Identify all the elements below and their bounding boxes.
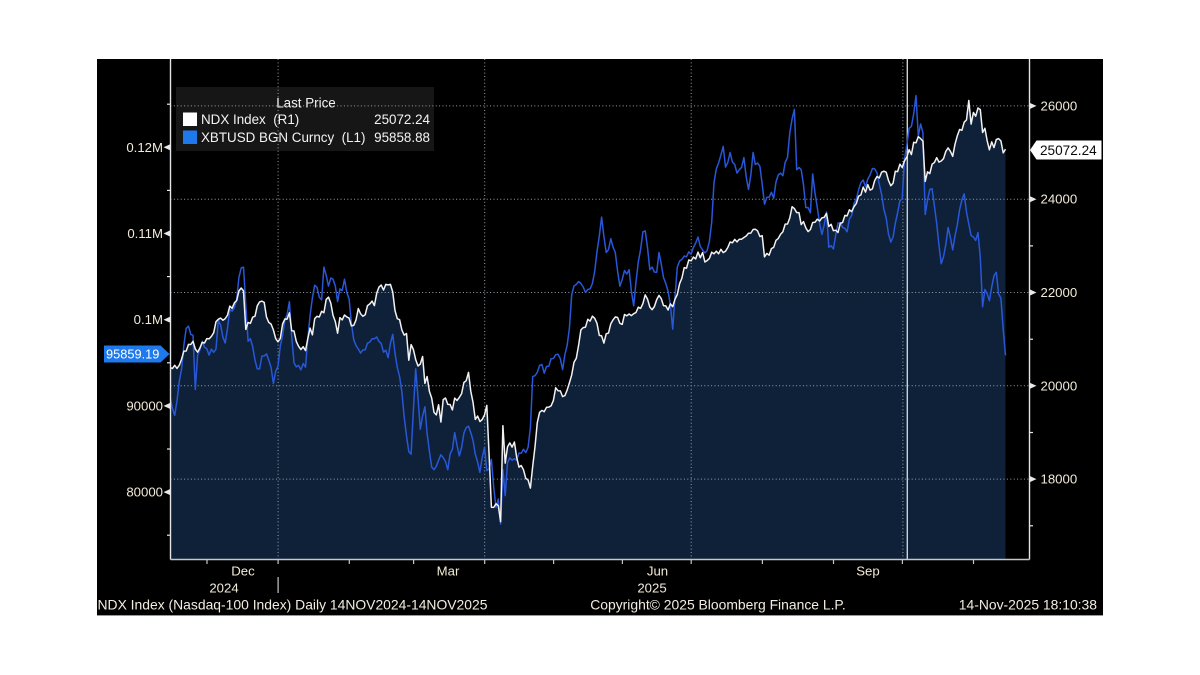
svg-text:2024: 2024 [209, 581, 238, 596]
svg-text:80000: 80000 [126, 485, 163, 500]
svg-text:Copyright© 2025 Bloomberg Fina: Copyright© 2025 Bloomberg Finance L.P. [590, 597, 846, 613]
svg-text:XBTUSD BGN Curncy (L1): XBTUSD BGN Curncy (L1) [201, 130, 365, 145]
svg-text:0.12M: 0.12M [126, 140, 163, 155]
svg-text:2025: 2025 [637, 581, 666, 596]
svg-text:Jun: Jun [647, 564, 668, 579]
svg-text:Last Price: Last Price [276, 96, 336, 111]
svg-text:25072.24: 25072.24 [1040, 143, 1097, 158]
svg-text:0.11M: 0.11M [127, 226, 163, 241]
svg-text:22000: 22000 [1041, 285, 1078, 300]
svg-text:95858.88: 95858.88 [374, 130, 430, 145]
svg-text:Mar: Mar [437, 564, 460, 579]
svg-text:NDX Index (Nasdaq-100 Index) D: NDX Index (Nasdaq-100 Index) Daily 14NOV… [98, 597, 488, 613]
svg-text:24000: 24000 [1041, 192, 1078, 207]
svg-text:Dec: Dec [231, 564, 255, 579]
svg-text:0.1M: 0.1M [134, 312, 163, 327]
svg-text:26000: 26000 [1041, 98, 1078, 113]
svg-text:Sep: Sep [856, 564, 879, 579]
svg-text:18000: 18000 [1041, 472, 1078, 487]
svg-text:14-Nov-2025 18:10:38: 14-Nov-2025 18:10:38 [959, 597, 1098, 613]
svg-text:20000: 20000 [1041, 378, 1078, 393]
svg-text:95859.19: 95859.19 [106, 347, 159, 362]
svg-text:NDX Index (R1): NDX Index (R1) [201, 112, 299, 127]
svg-text:25072.24: 25072.24 [374, 112, 430, 127]
svg-text:90000: 90000 [126, 398, 163, 413]
